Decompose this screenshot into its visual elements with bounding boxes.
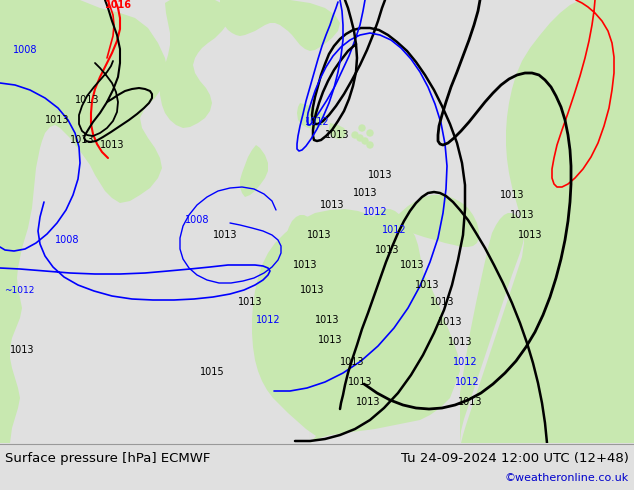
Text: 1012: 1012 <box>363 207 387 217</box>
Text: Surface pressure [hPa] ECMWF: Surface pressure [hPa] ECMWF <box>5 451 210 465</box>
Text: 1013: 1013 <box>510 210 534 220</box>
Text: 1012: 1012 <box>256 315 281 325</box>
Circle shape <box>367 130 373 136</box>
Text: 1013: 1013 <box>458 397 482 407</box>
Text: 1013: 1013 <box>320 200 344 210</box>
Text: 1013: 1013 <box>368 170 392 180</box>
Text: 1012: 1012 <box>453 357 477 367</box>
Text: ~1012: ~1012 <box>4 286 34 295</box>
Text: 1013: 1013 <box>375 245 399 255</box>
Text: 1013: 1013 <box>500 190 524 200</box>
Text: 1012: 1012 <box>455 377 480 387</box>
Text: 1008: 1008 <box>185 215 209 225</box>
Text: 1013: 1013 <box>10 345 34 355</box>
Text: 1008: 1008 <box>13 45 37 55</box>
Text: 1013: 1013 <box>400 260 425 270</box>
Text: 1008: 1008 <box>55 235 79 245</box>
Polygon shape <box>0 0 10 443</box>
Text: 1013: 1013 <box>353 188 377 198</box>
Text: 1016: 1016 <box>105 0 132 10</box>
Text: 1013: 1013 <box>348 377 373 387</box>
Text: 1013: 1013 <box>75 95 100 105</box>
Text: ©weatheronline.co.uk: ©weatheronline.co.uk <box>505 473 629 483</box>
Text: 1013: 1013 <box>438 317 462 327</box>
Text: 1015: 1015 <box>200 367 224 377</box>
Polygon shape <box>461 0 634 443</box>
Text: 1013: 1013 <box>213 230 238 240</box>
Circle shape <box>352 132 358 138</box>
Circle shape <box>362 138 368 144</box>
Circle shape <box>359 125 365 131</box>
Polygon shape <box>282 209 424 443</box>
Text: 1013: 1013 <box>300 285 325 295</box>
Polygon shape <box>460 213 524 443</box>
Polygon shape <box>160 0 230 128</box>
Text: 1013: 1013 <box>293 260 318 270</box>
Text: 1013: 1013 <box>307 230 332 240</box>
Polygon shape <box>0 0 168 443</box>
Text: 1013: 1013 <box>518 230 543 240</box>
Text: 1013: 1013 <box>415 280 439 290</box>
Text: 1013: 1013 <box>70 135 94 145</box>
Text: 1012: 1012 <box>382 225 406 235</box>
Text: 1013: 1013 <box>325 130 349 140</box>
Text: 1013: 1013 <box>318 335 342 345</box>
Polygon shape <box>240 145 268 197</box>
Polygon shape <box>252 209 460 443</box>
Polygon shape <box>390 195 479 247</box>
Text: 1013: 1013 <box>340 357 365 367</box>
Polygon shape <box>329 123 347 139</box>
Text: 1012: 1012 <box>305 117 330 127</box>
Text: 1013: 1013 <box>315 315 339 325</box>
Text: 1013: 1013 <box>448 337 472 347</box>
Text: 1013: 1013 <box>356 397 380 407</box>
Text: 1013: 1013 <box>430 297 455 307</box>
Circle shape <box>367 142 373 148</box>
Polygon shape <box>220 0 340 51</box>
Text: Tu 24-09-2024 12:00 UTC (12+48): Tu 24-09-2024 12:00 UTC (12+48) <box>401 451 629 465</box>
Text: 1013: 1013 <box>238 297 262 307</box>
Circle shape <box>357 135 363 141</box>
Polygon shape <box>297 103 326 129</box>
Text: 1013: 1013 <box>100 140 124 150</box>
Text: 1013: 1013 <box>45 115 70 125</box>
